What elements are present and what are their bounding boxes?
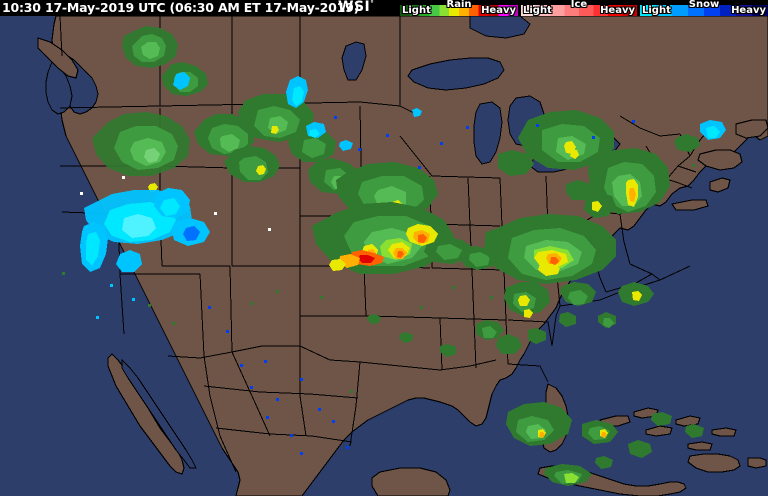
yucatan-peninsula (371, 467, 451, 496)
header-bar: 10:30 17-May-2019 UTC (06:30 AM ET 17-Ma… (0, 0, 768, 16)
echo-central-plains-storms (312, 202, 454, 274)
echo-canada-snow (306, 108, 422, 151)
nova-scotia (697, 149, 743, 171)
legend-group-rain: Light Rain Heavy (400, 0, 518, 16)
wsi-registered-mark: ° (370, 0, 375, 8)
echo-northern-rockies (238, 94, 360, 194)
legend-gradient-rain (400, 5, 518, 16)
legend-rain-heavy-label: Heavy (481, 5, 516, 16)
legend-group-ice: Light Ice Heavy (521, 0, 637, 16)
lake-winnipeg (341, 41, 367, 81)
legend-snow-light-label: Light (642, 5, 671, 16)
echo-southeast-scattered (476, 312, 616, 354)
legend-rain-light-label: Light (402, 5, 431, 16)
precipitation-legend: Light Rain Heavy Light Ice Heavy Light S… (400, 0, 768, 16)
echo-appalachians (560, 282, 654, 306)
echo-oregon-idaho (92, 112, 190, 192)
cape-cod (709, 177, 731, 193)
hispaniola (687, 453, 741, 473)
lake-superior (407, 57, 505, 91)
legend-group-snow: Light Snow Heavy (640, 0, 768, 16)
hudson-bay (469, 16, 531, 39)
legend-gradient-ice (521, 5, 637, 16)
echo-ohio-valley-storms (406, 214, 616, 318)
strait-juan-de-fuca (45, 61, 73, 115)
gulf-of-california (121, 358, 197, 469)
vancouver-island (37, 37, 79, 79)
echo-great-basin-snow (80, 188, 210, 272)
echo-new-england (566, 120, 726, 218)
legend-gradient-snow (640, 5, 768, 16)
legend-ice-light-label: Light (523, 5, 552, 16)
puerto-rico (747, 457, 767, 469)
radar-map-canvas (0, 16, 768, 496)
legend-snow-heavy-label: Heavy (731, 5, 766, 16)
legend-ice-type-label: Ice (570, 0, 588, 10)
radar-echoes (62, 26, 726, 486)
lake-michigan (473, 101, 503, 165)
echo-idaho-snow (173, 72, 308, 108)
legend-ice-heavy-label: Heavy (600, 5, 635, 16)
echo-florida-bahamas (506, 402, 704, 486)
radar-map[interactable] (0, 16, 768, 496)
newfoundland (735, 119, 768, 139)
echo-great-lakes (498, 110, 614, 176)
timestamp-label: 10:30 17-May-2019 UTC (06:30 AM ET 17-Ma… (2, 0, 360, 15)
wsi-logo: WSI° (338, 0, 374, 16)
long-island (671, 199, 709, 211)
wsi-logo-text: WSI (338, 0, 371, 15)
echo-gulf-coast (367, 314, 456, 357)
legend-rain-type-label: Rain (446, 0, 472, 10)
echo-sparse-speckle (62, 116, 695, 455)
echo-midwest-scattered (424, 236, 500, 270)
legend-snow-type-label: Snow (688, 0, 720, 10)
